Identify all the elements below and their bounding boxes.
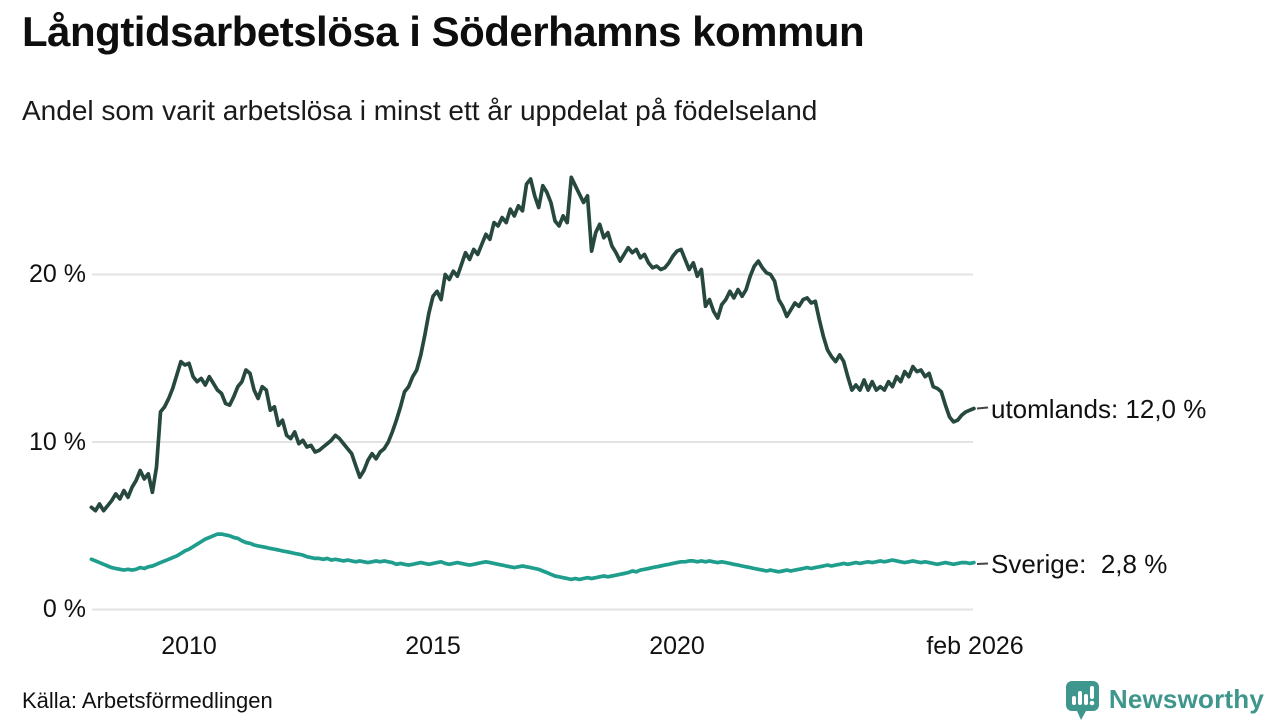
newsworthy-brand: Newsworthy — [1064, 678, 1264, 720]
x-tick-2020: 2020 — [649, 632, 705, 660]
y-tick-0: 0 % — [42, 595, 86, 623]
y-tick-20: 20 % — [29, 260, 86, 288]
newsworthy-wordmark: Newsworthy — [1108, 683, 1264, 714]
gridlines — [92, 273, 973, 611]
chart-subtitle: Andel som varit arbetslösa i minst ett å… — [22, 95, 818, 126]
chart-title: Långtidsarbetslösa i Söderhamns kommun — [22, 8, 865, 55]
series-label-utomlands: utomlands: 12,0 % — [991, 394, 1207, 424]
series-label-sverige: Sverige: 2,8 % — [991, 549, 1168, 579]
x-tick-2015: 2015 — [405, 632, 461, 660]
series-line-sverige — [89, 532, 976, 582]
newsworthy-logo-icon — [1065, 680, 1099, 720]
speech-bubble-shape — [1065, 680, 1099, 720]
series-line-utomlands — [89, 175, 976, 513]
y-tick-10: 10 % — [29, 428, 86, 456]
source-note: Källa: Arbetsförmedlingen — [22, 688, 273, 713]
series-lines — [89, 175, 976, 582]
label-connector-dashes — [976, 406, 989, 565]
x-tick-feb-2026: feb 2026 — [926, 632, 1024, 660]
x-tick-2010: 2010 — [161, 632, 217, 660]
